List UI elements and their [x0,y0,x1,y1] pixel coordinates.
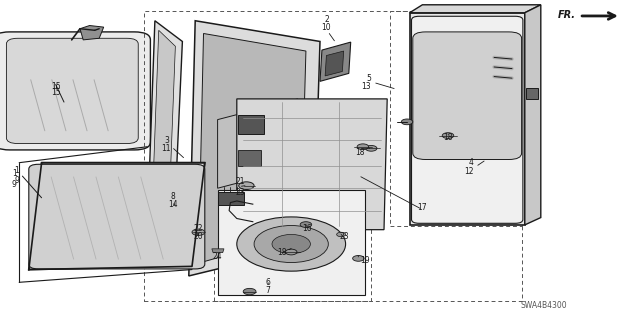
Text: 18: 18 [355,148,365,157]
Circle shape [353,256,364,261]
Text: 2: 2 [324,15,329,24]
Circle shape [254,226,328,263]
Text: 23: 23 [235,188,245,197]
Polygon shape [150,30,175,255]
Text: 18: 18 [277,248,287,257]
FancyBboxPatch shape [413,32,522,160]
Text: 17: 17 [417,203,428,212]
Bar [214,177,371,301]
Circle shape [192,229,205,235]
Text: 6: 6 [265,278,270,287]
Circle shape [401,119,413,125]
Circle shape [248,130,264,138]
Circle shape [357,144,369,150]
Text: 1: 1 [15,166,19,175]
Circle shape [248,160,264,168]
Text: 21: 21 [236,177,244,186]
Text: 15: 15 [51,82,61,91]
Text: 14: 14 [168,200,178,209]
Polygon shape [410,5,541,13]
Bar [144,11,522,301]
Polygon shape [189,21,320,276]
Circle shape [300,222,312,227]
Circle shape [285,249,297,255]
Bar [526,88,538,99]
Text: 12: 12 [464,167,474,176]
Polygon shape [410,13,525,225]
Text: 10: 10 [321,23,332,32]
Text: FR.: FR. [558,10,576,20]
FancyBboxPatch shape [6,38,138,144]
Circle shape [248,114,264,122]
Polygon shape [525,5,541,225]
Text: 18: 18 [444,133,453,142]
Text: 23: 23 [339,232,349,241]
Text: 15: 15 [51,88,61,97]
Bar [218,190,365,295]
Text: 16: 16 [302,224,312,233]
Text: 20: 20 [193,232,204,241]
Text: 7: 7 [265,286,270,295]
Text: 1: 1 [12,169,17,178]
Circle shape [173,201,186,207]
Polygon shape [218,192,244,205]
Polygon shape [146,21,182,268]
Polygon shape [238,115,264,134]
Polygon shape [80,26,104,40]
FancyBboxPatch shape [0,32,150,150]
Polygon shape [198,33,306,263]
Text: 22: 22 [194,224,203,233]
FancyBboxPatch shape [29,164,205,269]
Circle shape [173,222,186,228]
Circle shape [337,232,346,237]
Text: 4: 4 [468,158,474,167]
Text: 8: 8 [170,192,175,201]
Polygon shape [325,51,344,76]
Text: 24: 24 [212,252,223,261]
Circle shape [272,234,310,254]
Text: 5: 5 [366,74,371,83]
Circle shape [237,217,346,271]
Text: 19: 19 [360,256,370,265]
Bar [390,11,522,226]
Circle shape [239,182,254,189]
Polygon shape [237,99,387,230]
Text: 13: 13 [362,82,371,91]
Polygon shape [212,249,224,253]
Text: 9: 9 [14,176,19,185]
Circle shape [173,214,186,220]
Text: 11: 11 [162,144,171,153]
Polygon shape [238,150,261,166]
Circle shape [248,146,264,154]
Text: SWA4B4300: SWA4B4300 [521,301,567,310]
Circle shape [243,288,256,295]
Circle shape [365,145,377,151]
Circle shape [442,133,454,138]
Text: 3: 3 [164,136,169,145]
Text: 9: 9 [12,180,17,189]
FancyBboxPatch shape [412,16,523,223]
Polygon shape [29,163,205,270]
Polygon shape [218,99,298,188]
Polygon shape [320,42,351,81]
